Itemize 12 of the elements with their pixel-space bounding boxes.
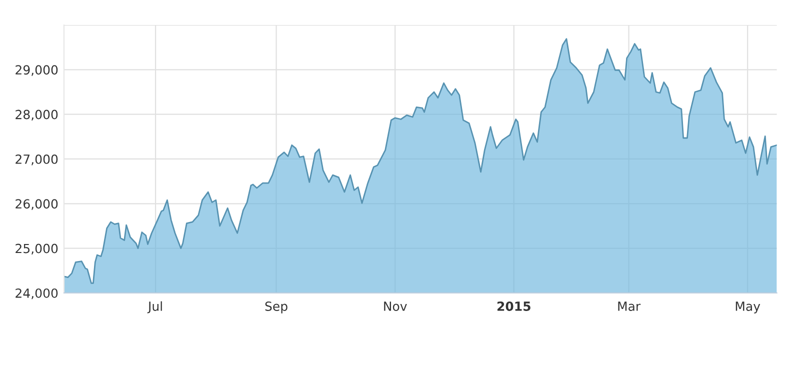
x-tick-label: Sep: [265, 302, 288, 314]
y-tick-label: 28,000: [16, 110, 58, 121]
y-tick-label: 24,000: [16, 288, 58, 300]
x-tick-label: 2015: [497, 302, 530, 311]
x-tick-label: Jul: [147, 301, 162, 314]
y-tick-label: 29,000: [16, 65, 58, 76]
x-tick-label: Mar: [618, 302, 641, 311]
y-tick-label: 26,000: [16, 199, 58, 210]
y-tick-label: 27,000: [16, 154, 58, 166]
x-tick-label: May: [736, 302, 760, 314]
y-tick-label: 25,000: [16, 244, 58, 255]
x-tick-label: Nov: [384, 302, 407, 311]
